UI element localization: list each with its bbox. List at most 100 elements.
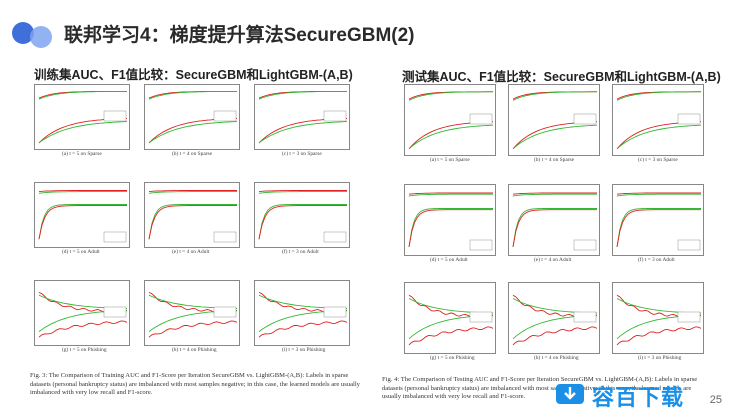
series-line-1 <box>616 192 701 195</box>
subplot-caption: (h) t = 4 on Phishing <box>172 347 217 353</box>
legend-box <box>677 311 701 323</box>
legend-box <box>323 231 347 243</box>
series-line-1 <box>258 190 347 193</box>
series-line-4 <box>408 124 494 150</box>
subplot-caption: (b) t = 4 on Sparse <box>534 157 575 163</box>
series-line-4 <box>512 326 598 346</box>
series-line-2 <box>258 191 347 194</box>
subplot-canvas <box>34 84 130 150</box>
series-line-3 <box>512 208 597 247</box>
series-line-3 <box>616 208 701 247</box>
subplot-right_panel <box>508 84 600 156</box>
series-line-4 <box>408 326 494 346</box>
series-line-4 <box>148 121 238 144</box>
subplot-right_panel <box>508 282 600 354</box>
subplot-caption: (i) t = 3 on Phishing <box>638 355 682 361</box>
subplot-left_panel <box>34 280 130 346</box>
series-line-2 <box>408 193 493 197</box>
series-line-2 <box>616 91 701 101</box>
series-line-3 <box>408 208 493 247</box>
right-figure-caption: Fig. 4: The Comparison of Testing AUC an… <box>382 376 698 401</box>
subplot-canvas <box>34 280 130 346</box>
title-bar: 联邦学习4：梯度提升算法SecureGBM(2) <box>0 18 740 52</box>
subplot-right_panel <box>612 282 704 354</box>
subplot-right_panel <box>612 184 704 256</box>
series-line-2 <box>258 90 347 100</box>
legend-box <box>469 239 493 251</box>
series-line-2 <box>38 90 127 100</box>
watermark: 容百下载 <box>548 378 688 411</box>
series-line-4 <box>258 320 348 338</box>
subplot-left_panel <box>144 182 240 248</box>
left-figure-panel: (a) t = 5 on Sparse (b) t = 4 on Sparse (c… <box>28 84 368 410</box>
series-line-2 <box>148 191 237 194</box>
series-line-2 <box>512 91 597 101</box>
left-subtitle: 训练集AUC、F1值比较：SecureGBM和LightGBM-(A,B) <box>34 68 353 82</box>
legend-box <box>677 239 701 251</box>
subplot-canvas <box>612 184 704 256</box>
download-logo-icon <box>556 384 584 404</box>
subplot-left_panel <box>34 182 130 248</box>
subplot-canvas <box>254 84 350 150</box>
series-line-2 <box>38 191 127 194</box>
series-line-4 <box>38 320 128 338</box>
series-line-4 <box>512 124 598 150</box>
subplot-canvas <box>144 280 240 346</box>
series-line-4 <box>616 209 701 247</box>
subplot-caption: (f) t = 3 on Adult <box>282 249 319 255</box>
subplot-caption: (d) t = 5 on Adult <box>430 257 468 263</box>
legend-box <box>213 110 237 122</box>
subplot-left_panel <box>144 280 240 346</box>
series-line-2 <box>148 90 237 100</box>
subplot-caption: (a) t = 5 on Sparse <box>430 157 470 163</box>
subplot-canvas <box>612 282 704 354</box>
series-line-2 <box>512 193 597 197</box>
subplot-caption: (g) t = 5 on Phishing <box>430 355 475 361</box>
series-line-2 <box>408 91 493 101</box>
series-line-4 <box>408 209 493 247</box>
subplot-canvas <box>404 282 496 354</box>
subplot-left_panel <box>254 182 350 248</box>
series-line-4 <box>616 124 702 150</box>
subplot-caption: (d) t = 5 on Adult <box>62 249 100 255</box>
subplot-canvas <box>508 184 600 256</box>
subplot-canvas <box>404 184 496 256</box>
subplot-canvas <box>34 182 130 248</box>
subplot-canvas <box>254 280 350 346</box>
subplot-caption: (g) t = 5 on Phishing <box>62 347 107 353</box>
series-line-1 <box>148 190 237 193</box>
subplot-caption: (a) t = 5 on Sparse <box>62 151 102 157</box>
legend-box <box>323 306 347 318</box>
watermark-text: 容百下载 <box>592 386 685 411</box>
decor-circle-light <box>30 26 52 48</box>
page-number: 25 <box>709 394 722 406</box>
legend-box <box>469 113 493 125</box>
page-title: 联邦学习4：梯度提升算法SecureGBM(2) <box>64 25 415 46</box>
subplot-caption: (e) t = 4 on Adult <box>534 257 572 263</box>
subplot-right_panel <box>612 84 704 156</box>
series-line-4 <box>258 205 347 240</box>
decor-circle-dark <box>12 22 34 44</box>
legend-box <box>103 231 127 243</box>
subplot-left_panel <box>144 84 240 150</box>
subplot-canvas <box>254 182 350 248</box>
legend-box <box>469 311 493 323</box>
legend-box <box>573 113 597 125</box>
legend-box <box>573 311 597 323</box>
right-subtitle: 测试集AUC、F1值比较：SecureGBM和LightGBM-(A,B) <box>402 70 721 84</box>
subplot-canvas <box>508 84 600 156</box>
subplot-canvas <box>612 84 704 156</box>
subplot-caption: (f) t = 3 on Adult <box>638 257 675 263</box>
series-line-4 <box>38 205 127 240</box>
legend-box <box>323 110 347 122</box>
subplot-right_panel <box>404 282 496 354</box>
left-figure-caption: Fig. 3: The Comparison of Training AUC a… <box>30 372 360 397</box>
subplot-canvas <box>144 182 240 248</box>
subplot-canvas <box>144 84 240 150</box>
series-line-1 <box>38 190 127 193</box>
subplot-canvas <box>404 84 496 156</box>
series-line-4 <box>148 205 237 240</box>
subplot-caption: (i) t = 3 on Phishing <box>282 347 326 353</box>
series-line-4 <box>38 121 128 144</box>
legend-box <box>213 231 237 243</box>
